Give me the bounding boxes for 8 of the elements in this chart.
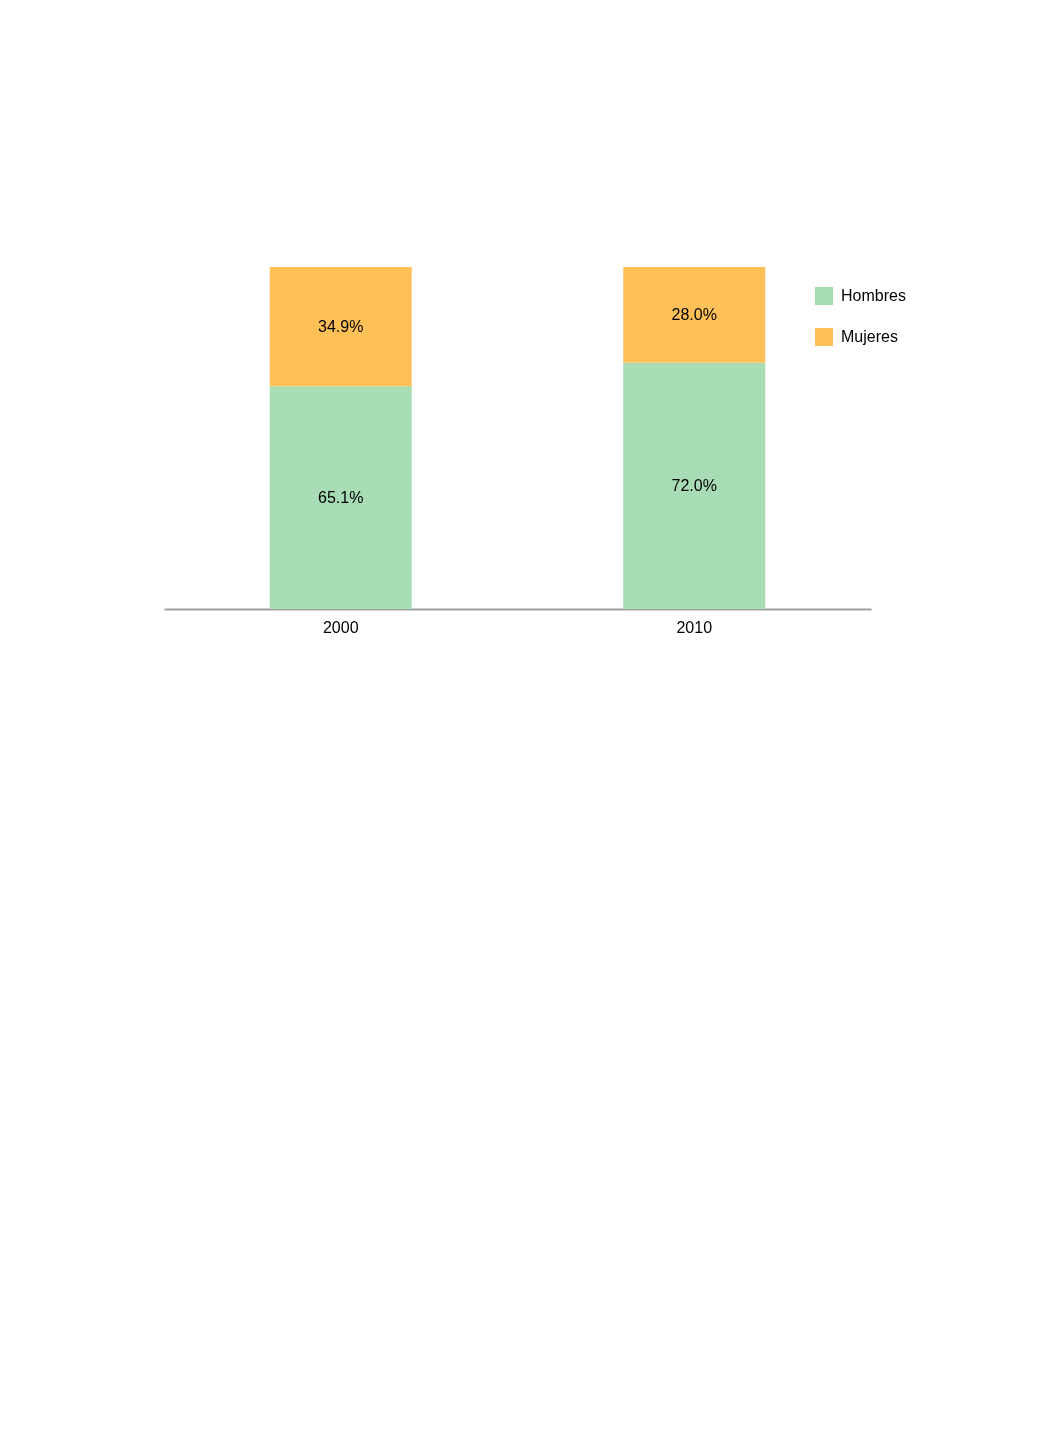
x-tick-label: 2000 <box>322 618 359 636</box>
data-label: 28.0% <box>671 305 717 323</box>
x-tick-label: 2010 <box>676 618 713 636</box>
data-label: 34.9% <box>318 317 364 335</box>
data-label: 65.1% <box>318 488 364 506</box>
legend-label: Mujeres <box>841 328 898 345</box>
data-label: 72.0% <box>671 476 717 494</box>
legend-label: Hombres <box>841 287 906 304</box>
